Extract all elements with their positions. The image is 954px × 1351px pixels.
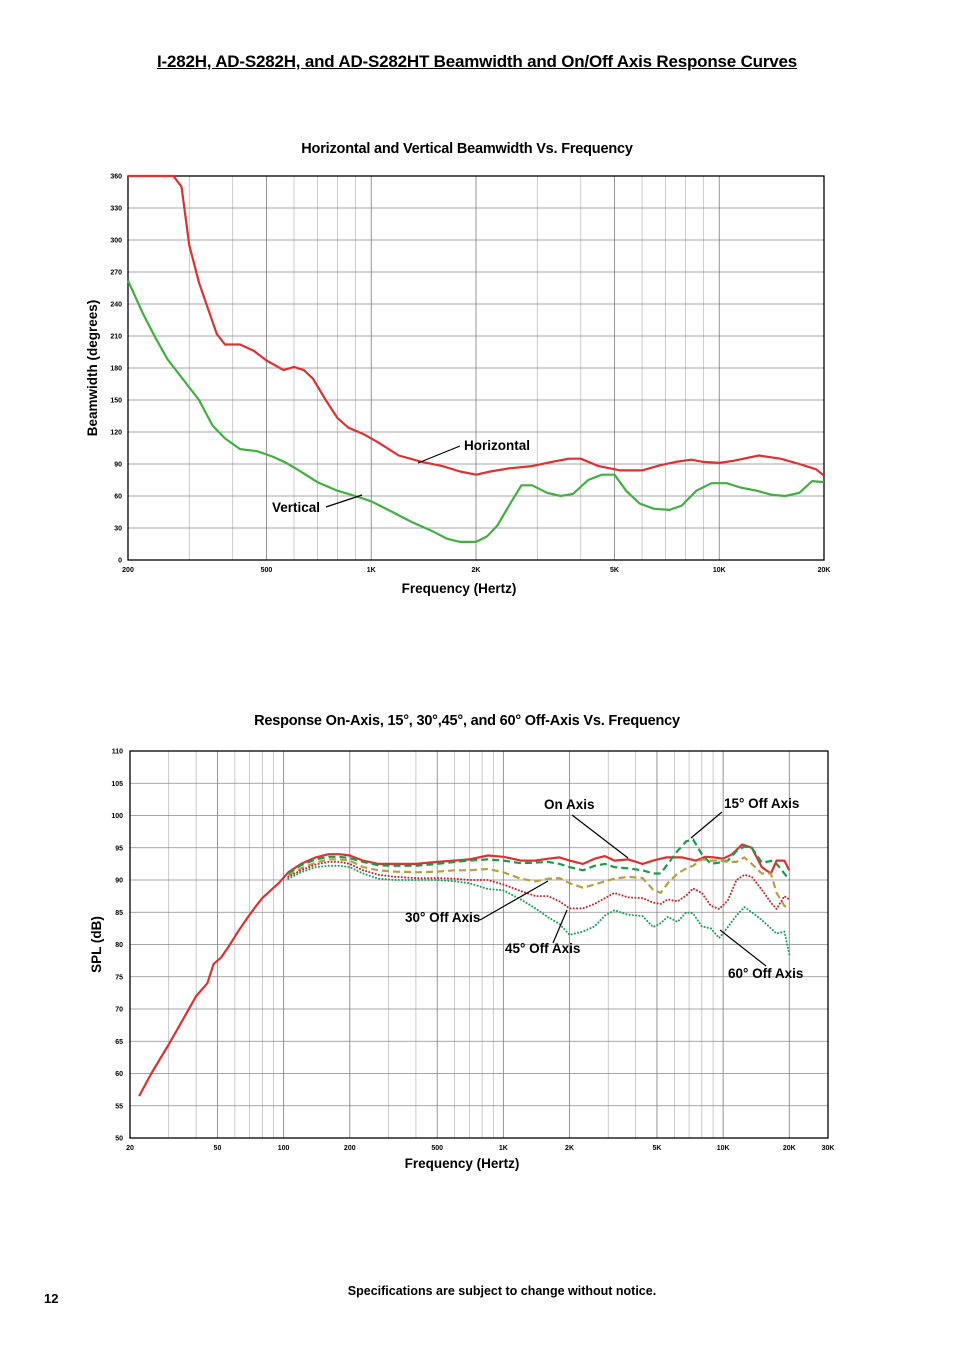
y-tick-label: 360 <box>110 174 122 181</box>
x-axis-label: Frequency (Hertz) <box>405 1156 520 1171</box>
y-tick-label: 95 <box>115 845 123 852</box>
annotation-leader-30-off-axis <box>479 880 549 921</box>
x-tick-label: 200 <box>122 567 134 574</box>
y-tick-label: 55 <box>115 1103 123 1110</box>
y-tick-label: 110 <box>112 749 123 756</box>
annotation-label-on-axis: On Axis <box>544 797 595 812</box>
beamwidth-chart: 0 30 60 90 120 150 180 210 240 270 300 330 360 200 500… <box>85 174 831 597</box>
footer-note: Specifications are subject to change wit… <box>347 1284 657 1298</box>
plot-frame <box>129 750 829 1139</box>
series-line-15-off-axis <box>287 838 791 881</box>
x-tick-label: 2K <box>472 567 481 574</box>
page-title: I-282H, AD-S282H, and AD-S282HT Beamwidt… <box>156 52 798 71</box>
y-tick-label: 150 <box>110 398 122 405</box>
x-tick-label: 1K <box>367 567 376 574</box>
y-tick-label: 90 <box>114 462 122 469</box>
y-tick-label: 30 <box>114 526 122 533</box>
y-tick-label: 180 <box>110 366 122 373</box>
y-tick-label: 0 <box>118 558 122 565</box>
grid <box>130 751 828 1138</box>
annotation-leader-45-off-axis <box>552 909 568 944</box>
annotation-leader-60-off-axis <box>719 929 767 967</box>
y-tick-label: 60 <box>114 494 122 501</box>
y-tick-label: 70 <box>115 1007 123 1014</box>
x-tick-label: 1K <box>499 1145 508 1152</box>
annotation-label-vertical: Vertical <box>272 500 320 515</box>
x-tick-label: 20K <box>783 1145 796 1152</box>
series-line-horizontal <box>128 174 825 477</box>
plot-frame <box>127 175 825 561</box>
y-tick-label: 120 <box>110 430 122 437</box>
x-tick-label: 2K <box>565 1145 574 1152</box>
x-tick-label: 100 <box>278 1145 290 1152</box>
x-tick-label: 500 <box>261 567 273 574</box>
annotation-label-horizontal: Horizontal <box>464 438 530 453</box>
y-tick-label: 100 <box>111 813 123 820</box>
y-tick-label: 300 <box>110 238 122 245</box>
y-tick-label: 210 <box>110 334 122 341</box>
annotation-label-15-off-axis: 15° Off Axis <box>724 796 799 811</box>
y-tick-label: 50 <box>115 1136 123 1143</box>
page-number: 12 <box>44 1291 59 1306</box>
x-tick-label: 10K <box>713 567 726 574</box>
beamwidth-chart-title: Horizontal and Vertical Beamwidth Vs. Fr… <box>301 141 633 157</box>
annotation-leader-15-off-axis <box>690 811 723 839</box>
grid <box>128 176 824 560</box>
series-line-60-off-axis <box>287 864 791 956</box>
y-tick-label: 240 <box>110 302 122 309</box>
y-tick-label: 85 <box>115 910 123 917</box>
x-tick-label: 5K <box>653 1145 662 1152</box>
x-tick-label: 200 <box>344 1145 356 1152</box>
x-tick-label: 5K <box>610 567 619 574</box>
series-line-45-off-axis <box>287 860 791 910</box>
x-tick-label: 500 <box>431 1145 443 1152</box>
annotation-leader-on-axis <box>571 814 629 859</box>
y-tick-label: 65 <box>115 1039 123 1046</box>
y-tick-label: 80 <box>115 942 123 949</box>
x-tick-label: 50 <box>214 1145 222 1152</box>
y-axis-label: SPL (dB) <box>89 916 104 973</box>
y-tick-label: 105 <box>111 781 123 788</box>
series-line-on-axis <box>138 843 791 1097</box>
y-tick-label: 60 <box>115 1071 123 1078</box>
x-axis-label: Frequency (Hertz) <box>402 581 517 596</box>
series-line-30-off-axis <box>287 856 790 910</box>
response-chart-title: Response On-Axis, 15°, 30°,45°, and 60° … <box>254 713 680 729</box>
x-tick-label: 20 <box>126 1145 134 1152</box>
y-axis-label: Beamwidth (degrees) <box>85 300 100 437</box>
y-tick-label: 270 <box>110 270 122 277</box>
annotation-label-30-off-axis: 30° Off Axis <box>405 910 480 925</box>
x-tick-label: 30K <box>822 1145 835 1152</box>
y-tick-label: 90 <box>115 878 123 885</box>
y-tick-label: 75 <box>115 974 123 981</box>
annotation-leader-horizontal <box>417 445 461 464</box>
annotation-leader-vertical <box>325 494 363 508</box>
x-tick-label: 20K <box>818 567 831 574</box>
annotation-label-45-off-axis: 45° Off Axis <box>505 941 580 956</box>
series-line-vertical <box>126 280 825 543</box>
annotation-label-60-off-axis: 60° Off Axis <box>728 966 803 981</box>
y-tick-label: 330 <box>110 206 122 213</box>
x-tick-label: 10K <box>717 1145 730 1152</box>
